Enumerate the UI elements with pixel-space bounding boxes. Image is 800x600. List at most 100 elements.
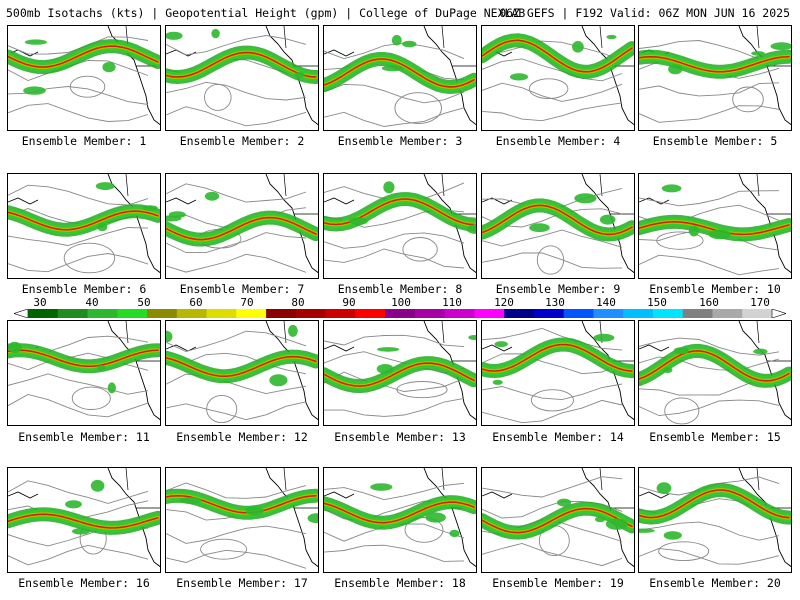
isotach-blob — [770, 42, 791, 51]
isotach-blob — [753, 348, 768, 355]
height-contour — [394, 92, 442, 124]
coastline — [324, 344, 355, 352]
ensemble-member-label: Ensemble Member: 11 — [18, 430, 150, 444]
coastline — [738, 321, 791, 421]
jet-stream-isotach — [324, 501, 475, 524]
colorbar-swatch — [266, 309, 297, 318]
ensemble-member-label: Ensemble Member: 14 — [492, 430, 624, 444]
ensemble-member-label: Ensemble Member: 18 — [334, 576, 466, 590]
height-contour — [166, 482, 307, 499]
height-contour — [639, 547, 780, 565]
coastline — [324, 491, 355, 499]
isotach-blob — [24, 39, 47, 45]
height-contour — [8, 103, 149, 122]
height-contour — [482, 543, 623, 567]
isotach-blob — [376, 364, 394, 374]
coastline — [166, 49, 197, 57]
colorbar-swatch — [147, 309, 178, 318]
height-contour — [324, 544, 465, 562]
isotach-blob — [449, 529, 460, 538]
isotach-blob — [606, 34, 617, 40]
colorbar-tick-label: 130 — [545, 296, 565, 309]
height-contour — [166, 330, 307, 352]
height-contour — [324, 107, 465, 127]
height-contour — [166, 253, 307, 273]
isotach-blob — [663, 531, 682, 540]
coastline — [107, 174, 160, 274]
coastline — [738, 174, 791, 274]
colorbar-swatch — [206, 309, 237, 318]
isotach-blob — [95, 182, 115, 191]
colorbar-swatch — [414, 309, 446, 318]
colorbar-swatch — [236, 309, 267, 318]
isotach-blob — [557, 498, 572, 507]
coastline — [423, 468, 476, 568]
political-boundary — [283, 26, 318, 67]
political-boundary — [283, 468, 318, 509]
height-contour — [639, 521, 780, 541]
height-contour — [166, 183, 307, 203]
colorbar-tick-label: 70 — [240, 296, 254, 309]
height-contour — [8, 373, 149, 395]
jet-stream-isotach — [482, 204, 633, 236]
ensemble-member-map — [323, 25, 477, 131]
colorbar-swatch — [563, 309, 594, 318]
jet-stream-isotach — [324, 198, 475, 226]
height-contour — [656, 231, 704, 250]
isotach-blob — [349, 217, 368, 225]
colorbar-tick-label: 100 — [391, 296, 411, 309]
isotach-blob — [288, 324, 298, 337]
colorbar-swatch — [504, 309, 535, 318]
height-contour — [658, 541, 710, 562]
colorbar-tick-label: 110 — [442, 296, 462, 309]
height-contour — [639, 356, 780, 371]
ensemble-member-label: Ensemble Member: 5 — [652, 134, 778, 148]
isotach-blob — [90, 479, 105, 492]
height-contour — [639, 254, 780, 276]
colorbar-tick-label: 90 — [342, 296, 356, 309]
ensemble-member-label: Ensemble Member: 1 — [21, 134, 147, 148]
height-contour — [324, 397, 465, 417]
isotach-blob — [708, 229, 731, 240]
height-contour — [166, 232, 307, 254]
isotach-blob — [751, 51, 765, 56]
height-contour — [482, 327, 623, 351]
isotach-blob — [605, 518, 628, 530]
ensemble-member-label: Ensemble Member: 3 — [337, 134, 463, 148]
jet-stream-isotach — [8, 513, 159, 529]
jet-stream-isotach — [639, 55, 790, 73]
coastline — [8, 491, 39, 499]
height-contour — [482, 399, 623, 424]
height-contour — [639, 190, 780, 207]
height-contour — [71, 386, 111, 410]
ensemble-member-map — [638, 320, 792, 426]
ensemble-member-label: Ensemble Member: 7 — [179, 282, 305, 296]
coastline — [482, 344, 513, 352]
isotach-blob — [402, 40, 417, 48]
isotach-blob — [72, 528, 91, 535]
colorbar-tick-label: 120 — [494, 296, 514, 309]
colorbar-tick-label: 140 — [596, 296, 616, 309]
isotach-blob — [494, 341, 508, 348]
height-contour — [639, 337, 780, 356]
height-contour — [536, 245, 565, 275]
isotach-blob — [639, 528, 655, 533]
ensemble-member-map — [481, 320, 635, 426]
ensemble-member-map — [7, 320, 161, 426]
colorbar-tick-label: 30 — [33, 296, 47, 309]
height-contour — [8, 394, 149, 418]
height-contour — [482, 102, 623, 122]
height-contour — [63, 242, 116, 274]
height-contour — [402, 237, 438, 262]
ensemble-member-label: Ensemble Member: 20 — [649, 576, 781, 590]
header-title: 500mb Isotachs (kts) | Geopotential Heig… — [6, 6, 526, 20]
isotach-blob — [307, 513, 318, 524]
height-contour — [396, 381, 448, 399]
isotach-blob — [269, 374, 288, 387]
isotach-blob — [102, 62, 116, 73]
height-contour — [324, 83, 465, 104]
colorbar-tick-label: 170 — [750, 296, 770, 309]
coastline — [639, 491, 670, 499]
colorbar-swatch — [682, 309, 713, 318]
isotach-blob — [656, 482, 672, 494]
